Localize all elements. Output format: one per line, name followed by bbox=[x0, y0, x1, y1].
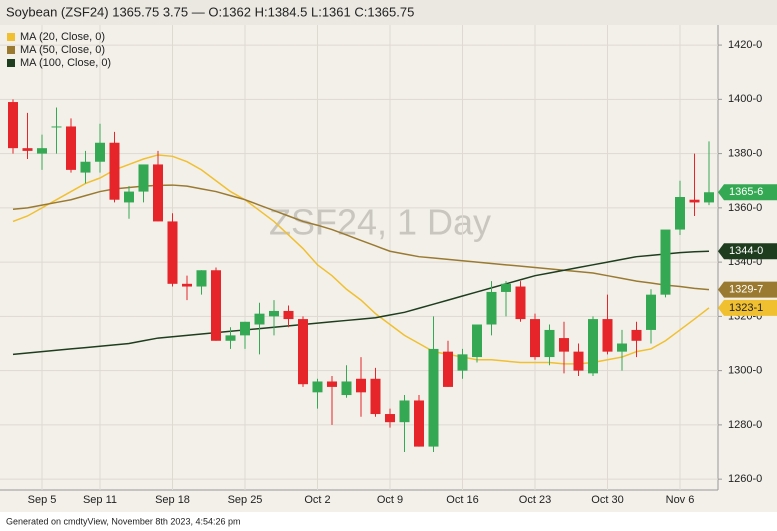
candle-body bbox=[660, 229, 671, 295]
candle-body bbox=[530, 319, 540, 358]
candle-body bbox=[80, 161, 91, 173]
y-tick-label: 1400-0 bbox=[728, 93, 762, 105]
candle-body bbox=[211, 270, 221, 341]
x-tick-label: Oct 16 bbox=[446, 494, 478, 506]
y-tick-label: 1280-0 bbox=[728, 419, 762, 431]
candle-body bbox=[167, 221, 178, 284]
price-tag-label: 1329-7 bbox=[729, 283, 763, 295]
candle-body bbox=[515, 286, 526, 320]
candle-body bbox=[472, 324, 482, 358]
header-bar bbox=[0, 0, 777, 25]
candle-body bbox=[240, 321, 250, 336]
candle-body bbox=[617, 343, 627, 352]
x-tick-label: Oct 23 bbox=[519, 494, 551, 506]
price-tag-label: 1344-0 bbox=[729, 245, 763, 257]
candle-body bbox=[704, 192, 714, 203]
candle-body bbox=[486, 291, 497, 325]
candle-body bbox=[385, 414, 395, 423]
candle-body bbox=[66, 126, 76, 170]
candle-body bbox=[457, 354, 468, 371]
candle-body bbox=[51, 126, 62, 128]
candle-body bbox=[602, 319, 613, 352]
legend-label: MA (50, Close, 0) bbox=[20, 44, 105, 56]
candle-body bbox=[312, 381, 323, 393]
candle-body bbox=[559, 338, 569, 352]
candle-body bbox=[675, 197, 685, 230]
candle-body bbox=[269, 310, 279, 317]
candle-body bbox=[182, 283, 192, 287]
y-tick-label: 1360-0 bbox=[728, 202, 762, 214]
candle-body bbox=[588, 319, 598, 374]
candle-body bbox=[254, 313, 265, 325]
candle-body bbox=[501, 283, 511, 292]
candle-body bbox=[196, 270, 207, 287]
x-tick-label: Sep 11 bbox=[83, 494, 117, 506]
candle-body bbox=[370, 378, 381, 415]
price-tag bbox=[718, 299, 777, 316]
price-tag bbox=[718, 281, 777, 298]
candle-body bbox=[356, 378, 366, 393]
candle-body bbox=[689, 199, 700, 203]
x-tick-label: Oct 2 bbox=[304, 494, 330, 506]
candle-body bbox=[399, 400, 410, 423]
x-tick-label: Sep 25 bbox=[228, 494, 263, 506]
price-tag-label: 1365-6 bbox=[729, 186, 763, 198]
candle-body bbox=[95, 142, 105, 162]
ma-line bbox=[12, 250, 710, 356]
legend-swatch bbox=[7, 46, 15, 54]
candle-body bbox=[8, 102, 18, 149]
x-tick-label: Oct 30 bbox=[591, 494, 623, 506]
price-tag bbox=[718, 243, 777, 260]
candle-body bbox=[414, 400, 424, 447]
y-tick-label: 1380-0 bbox=[728, 148, 762, 160]
x-tick-label: Sep 5 bbox=[28, 494, 57, 506]
candle-body bbox=[646, 294, 656, 330]
candle-body bbox=[225, 335, 236, 341]
footer-bar bbox=[0, 512, 777, 531]
candle-body bbox=[341, 381, 352, 396]
candle-body bbox=[428, 348, 439, 447]
candle-body bbox=[22, 148, 33, 151]
y-tick-label: 1300-0 bbox=[728, 365, 762, 377]
candle-body bbox=[443, 351, 453, 387]
candle-body bbox=[153, 164, 163, 222]
price-tag bbox=[718, 184, 777, 201]
y-tick-label: 1420-0 bbox=[728, 39, 762, 51]
candle-body bbox=[138, 164, 149, 192]
candle-body bbox=[37, 148, 47, 154]
x-tick-label: Sep 18 bbox=[155, 494, 190, 506]
footer: Generated on cmdtyView, November 8th 202… bbox=[6, 516, 240, 526]
y-tick-label: 1260-0 bbox=[728, 473, 762, 485]
legend-label: MA (20, Close, 0) bbox=[20, 31, 105, 43]
candle-body bbox=[327, 381, 337, 387]
chart-title: Soybean (ZSF24) 1365.75 3.75 — O:1362 H:… bbox=[6, 4, 414, 19]
candle-body bbox=[109, 142, 120, 200]
candle-body bbox=[283, 310, 294, 320]
legend-label: MA (100, Close, 0) bbox=[20, 57, 111, 69]
legend-swatch bbox=[7, 33, 15, 41]
x-tick-label: Oct 9 bbox=[377, 494, 403, 506]
candle-body bbox=[631, 329, 642, 341]
plot: 1260-01280-01300-01320-01340-01360-01380… bbox=[0, 25, 777, 506]
candle-body bbox=[573, 351, 584, 371]
x-tick-label: Nov 6 bbox=[666, 494, 695, 506]
price-tag-label: 1323-1 bbox=[729, 302, 763, 314]
legend-swatch bbox=[7, 59, 15, 67]
candle-body bbox=[298, 319, 308, 385]
candle-body bbox=[544, 329, 555, 358]
candle-body bbox=[124, 191, 134, 203]
